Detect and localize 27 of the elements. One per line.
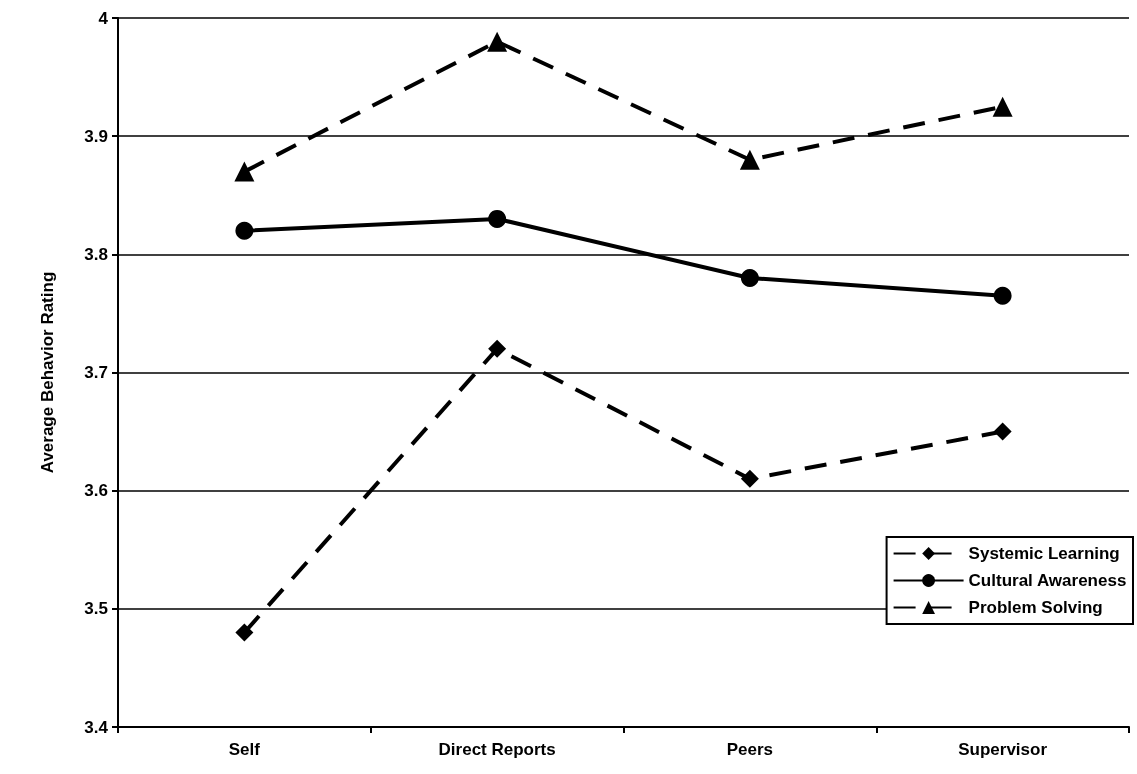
x-tick-label: Supervisor <box>958 740 1048 759</box>
y-tick-label: 3.9 <box>84 126 108 146</box>
point <box>235 221 254 240</box>
point <box>235 623 254 642</box>
y-tick-label: 3.8 <box>84 244 108 264</box>
y-tick-label: 4 <box>98 8 109 28</box>
point <box>992 96 1013 117</box>
legend-label: Systemic Learning <box>968 544 1120 563</box>
point <box>234 161 255 182</box>
y-tick-label: 3.4 <box>84 717 109 737</box>
y-tick-label: 3.7 <box>84 363 108 382</box>
legend-label: Problem Solving <box>968 598 1103 617</box>
point <box>488 339 507 358</box>
legend-label: Cultural Awareness <box>968 571 1127 590</box>
y-axis-title: Average Behavior Rating <box>38 271 57 474</box>
point <box>740 268 759 287</box>
point <box>740 469 759 488</box>
point <box>488 209 507 228</box>
point <box>487 31 508 52</box>
x-tick-label: Self <box>228 740 261 759</box>
y-tick-label: 3.5 <box>84 599 108 619</box>
y-tick-label: 3.6 <box>84 481 108 501</box>
point <box>993 422 1012 441</box>
x-tick-label: Direct Reports <box>438 740 556 759</box>
point <box>993 286 1012 305</box>
x-tick-label: Peers <box>726 740 774 759</box>
point <box>739 149 760 170</box>
